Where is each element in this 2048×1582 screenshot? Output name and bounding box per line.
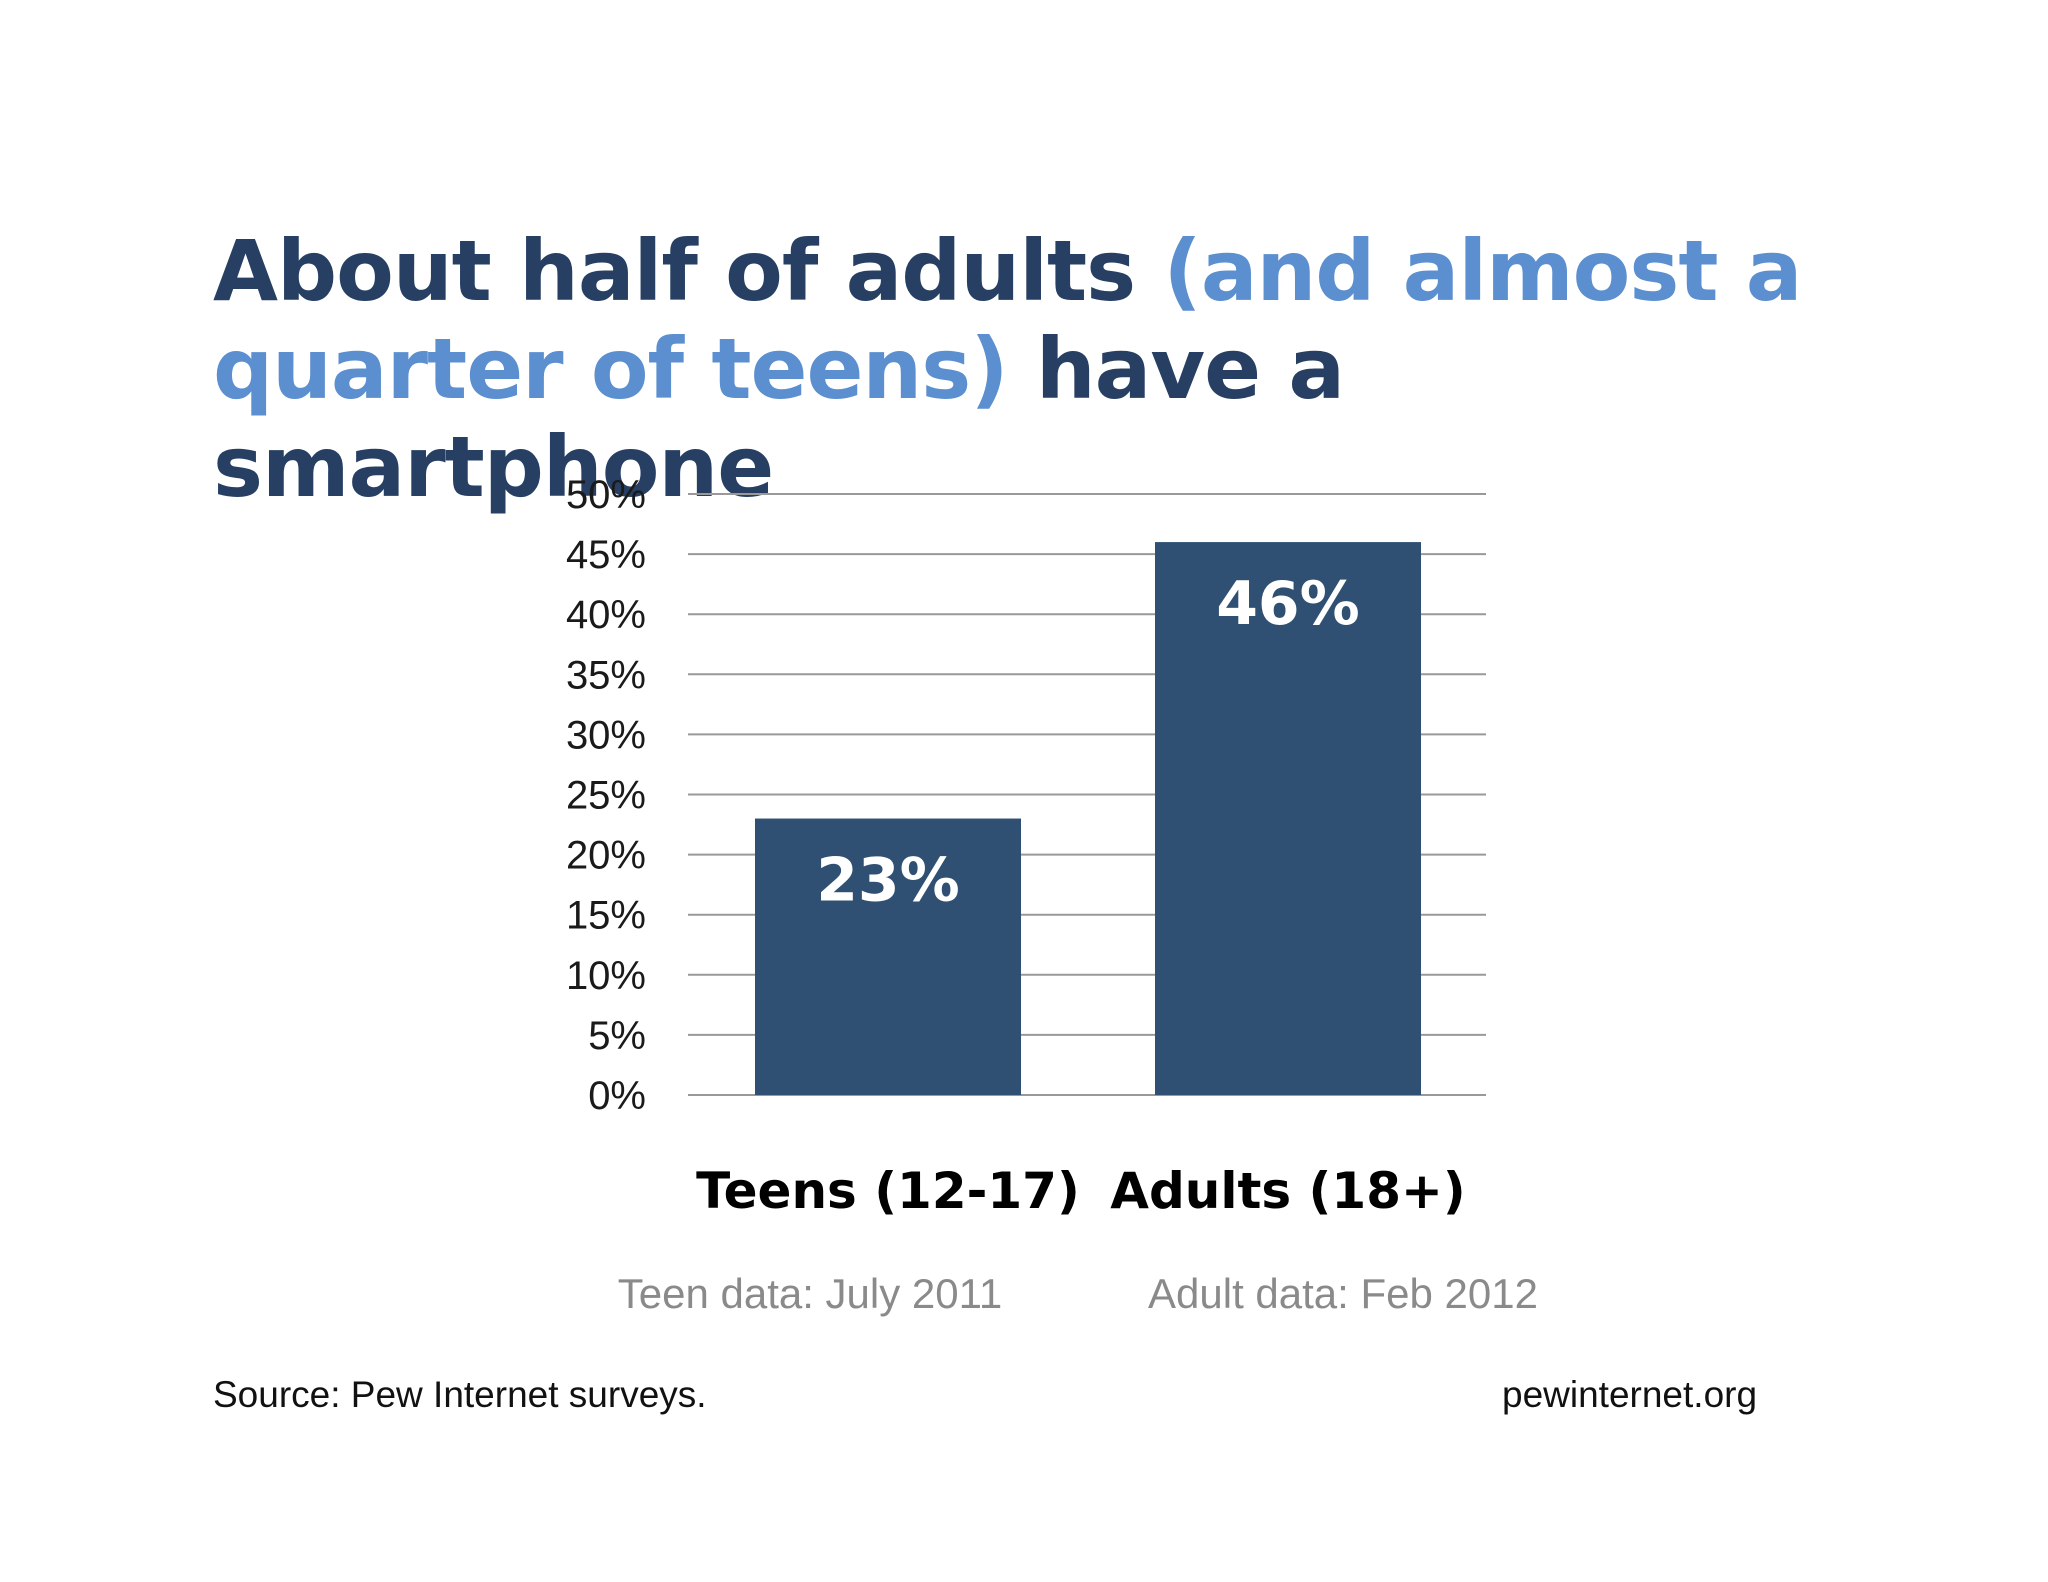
bars: 23% 46%	[755, 542, 1421, 1095]
data-notes: Teen data: July 2011 Adult data: Feb 2012	[618, 1270, 1538, 1317]
y-tick-label: 5%	[588, 1014, 646, 1058]
site-url: pewinternet.org	[1502, 1374, 1758, 1415]
y-tick-label: 20%	[566, 834, 646, 878]
data-date-note: Teen data: July 2011	[618, 1270, 1003, 1317]
y-axis-ticks: 0% 5% 10% 15% 20% 25% 30% 35% 40% 45% 50%	[566, 473, 646, 1118]
bar	[755, 818, 1021, 1095]
y-tick-label: 10%	[566, 954, 646, 998]
x-axis-categories: Teens (12-17) Adults (18+)	[696, 1162, 1466, 1220]
y-tick-label: 45%	[566, 533, 646, 577]
y-tick-label: 35%	[566, 653, 646, 697]
source-note: Source: Pew Internet surveys.	[213, 1374, 707, 1415]
bar	[1155, 542, 1421, 1095]
y-tick-label: 0%	[588, 1074, 646, 1118]
y-tick-label: 30%	[566, 713, 646, 757]
category-label: Teens (12-17)	[696, 1162, 1080, 1220]
data-date-note: Adult data: Feb 2012	[1148, 1270, 1538, 1317]
bar-value-label: 23%	[816, 846, 960, 916]
bar-value-label: 46%	[1216, 569, 1360, 639]
title-part-3: have a smartphone	[213, 320, 1345, 516]
y-tick-label: 15%	[566, 894, 646, 938]
y-tick-label: 40%	[566, 593, 646, 637]
chart-title: About half of adults (and almost a quart…	[213, 222, 1913, 516]
title-part-1: About half of adults	[213, 222, 1164, 320]
y-tick-label: 50%	[566, 473, 646, 517]
y-tick-label: 25%	[566, 774, 646, 818]
title-highlight: (and almost a quarter of teens)	[213, 222, 1802, 418]
category-label: Adults (18+)	[1110, 1162, 1465, 1220]
